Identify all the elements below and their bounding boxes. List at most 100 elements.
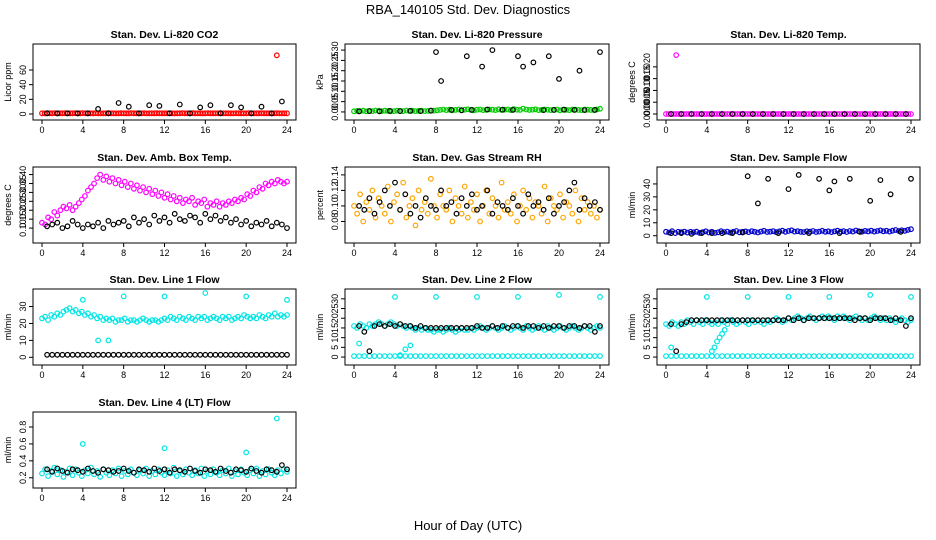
data-point	[198, 200, 205, 207]
y-tick-label: 0	[330, 355, 340, 360]
data-point	[523, 206, 530, 213]
data-point	[207, 102, 214, 109]
data-point	[44, 351, 50, 358]
data-point	[859, 228, 865, 235]
data-point	[438, 353, 445, 360]
data-point	[363, 199, 370, 206]
data-point	[517, 202, 523, 209]
x-tick-label: 0	[663, 125, 668, 135]
data-point	[556, 353, 562, 360]
data-point	[69, 472, 76, 479]
data-point	[118, 473, 125, 480]
data-point	[571, 179, 578, 186]
series-outliers	[356, 292, 603, 359]
x-tick-label: 0	[663, 248, 668, 258]
data-point	[586, 202, 593, 209]
data-point	[354, 210, 361, 217]
data-point	[749, 111, 756, 117]
chart-panel-10: Stan. Dev. Line 4 (LT) Flow ml/min 0 4 8 12 16…	[3, 397, 297, 503]
data-point	[136, 466, 142, 473]
data-point	[748, 228, 755, 235]
data-point	[69, 207, 76, 214]
data-point	[130, 469, 137, 476]
data-point	[510, 195, 516, 202]
data-point	[216, 472, 223, 479]
data-point	[279, 351, 285, 358]
panel-title: Stan. Dev. Li-820 Temp.	[730, 29, 846, 41]
data-point	[724, 353, 731, 360]
data-point	[458, 195, 465, 202]
data-point	[474, 206, 480, 213]
x-tick-label: 16	[200, 125, 210, 135]
x-tick-label: 24	[282, 370, 292, 380]
data-point	[84, 110, 91, 117]
data-point	[706, 229, 712, 236]
x-tick-label: 0	[39, 370, 44, 380]
data-point	[561, 199, 567, 206]
data-point	[360, 218, 367, 225]
data-point	[156, 351, 163, 358]
data-point	[105, 351, 112, 358]
data-point	[192, 201, 199, 208]
plot-frame	[656, 43, 921, 121]
data-point	[115, 351, 122, 358]
data-point	[461, 106, 468, 113]
chart-panel-2: Stan. Dev. Li-820 Pressure kPa 0 4 8 12 16 20 24…	[315, 29, 610, 135]
data-point	[156, 217, 163, 224]
data-point	[734, 353, 741, 360]
data-point	[775, 353, 782, 360]
series-hourly	[668, 111, 909, 117]
data-point	[171, 466, 178, 473]
data-point	[463, 53, 470, 60]
data-point	[233, 216, 239, 223]
data-point	[141, 467, 148, 474]
data-point	[106, 178, 113, 185]
data-point	[176, 101, 183, 108]
data-point	[433, 353, 439, 360]
series-hourly	[356, 179, 603, 221]
x-tick-label: 0	[351, 370, 356, 380]
data-point	[551, 210, 557, 217]
data-point	[530, 323, 537, 329]
series-hourly	[44, 351, 290, 358]
data-point	[151, 465, 158, 472]
data-point	[431, 107, 437, 114]
data-point	[721, 327, 728, 333]
data-point	[517, 106, 523, 113]
data-point	[811, 353, 817, 360]
data-point	[84, 187, 91, 194]
data-point	[867, 317, 874, 324]
x-tick-label: 0	[351, 248, 356, 258]
data-point	[392, 179, 398, 186]
data-point	[75, 200, 82, 207]
panel-title: Stan. Dev. Li-820 Pressure	[411, 29, 542, 41]
data-point	[268, 467, 275, 474]
y-tick-label: 0	[18, 111, 28, 116]
data-point	[167, 196, 174, 203]
data-point	[479, 63, 486, 70]
data-point	[54, 219, 61, 226]
data-point	[187, 212, 193, 219]
data-point	[402, 191, 409, 198]
data-point	[369, 187, 376, 194]
data-point	[81, 193, 88, 199]
data-point	[788, 227, 795, 234]
data-point	[563, 106, 570, 113]
x-tick-label: 0	[39, 248, 44, 258]
data-point	[204, 203, 211, 210]
series-dense	[351, 175, 603, 229]
data-point	[356, 340, 363, 347]
y-axis-label: ml/min	[627, 314, 637, 341]
data-point	[151, 212, 158, 219]
data-point	[886, 228, 893, 235]
data-point	[525, 191, 532, 198]
data-point	[284, 178, 290, 185]
data-point	[592, 353, 598, 360]
data-point	[279, 462, 285, 469]
data-point	[407, 323, 414, 329]
data-point	[161, 194, 168, 201]
data-point	[140, 184, 147, 191]
data-point	[504, 206, 511, 213]
data-point	[703, 294, 710, 300]
x-tick-label: 0	[39, 125, 44, 135]
